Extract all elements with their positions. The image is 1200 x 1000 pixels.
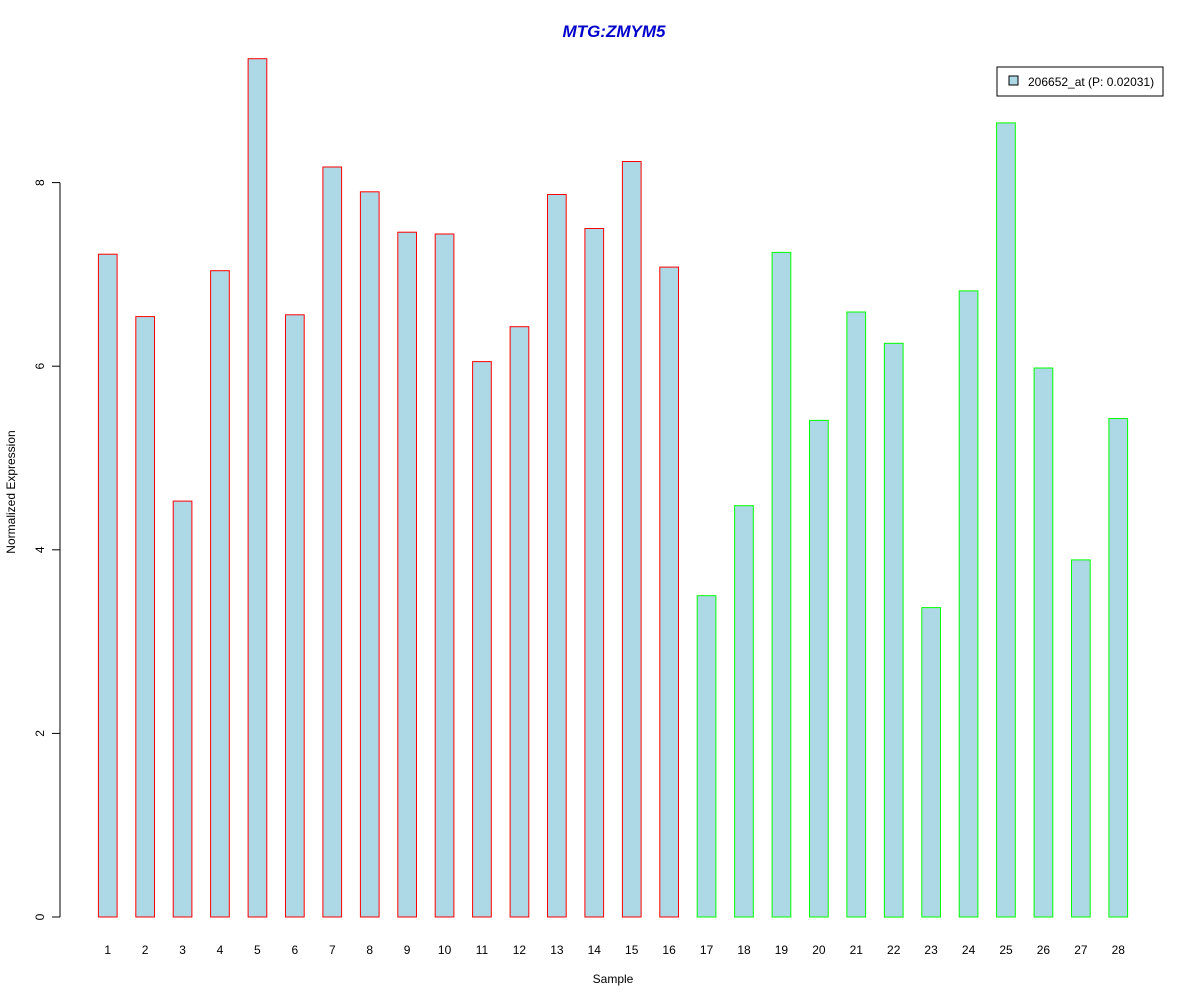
bar-sample-18 [734,505,754,918]
x-tick-label: 25 [999,943,1013,957]
legend-entry-label: 206652_at (P: 0.02031) [1028,75,1154,89]
bar-sample-13 [547,194,567,918]
x-tick-label: 3 [179,943,186,957]
bar-sample-8 [359,191,380,918]
x-axis-label: Sample [593,972,634,986]
bar-sample-11 [472,361,492,918]
x-tick-label: 11 [476,943,489,957]
bar-sample-24 [958,290,979,918]
bar-sample-22 [883,342,904,918]
y-axis: 0 2 4 6 8 [33,179,61,920]
bar-sample-19 [771,251,792,918]
bar-sample-6 [285,314,305,918]
bar-sample-25 [996,122,1016,918]
bar-sample-16 [659,266,679,918]
x-tick-label: 18 [737,943,751,957]
bar-sample-17 [696,595,717,918]
x-tick-label: 15 [625,943,639,957]
y-axis-label: Normalized Expression [4,430,18,553]
x-tick-label: 19 [775,943,789,957]
y-tick-label: 8 [33,179,47,186]
x-tick-label: 2 [142,943,149,957]
bar-sample-20 [809,419,829,918]
x-tick-label: 16 [662,943,676,957]
bar-sample-3 [172,500,193,918]
bar-sample-23 [921,607,941,918]
x-tick-label: 28 [1112,943,1126,957]
bar-sample-15 [621,161,642,918]
x-tick-label: 24 [962,943,976,957]
bars-group [97,58,1129,918]
x-tick-label: 7 [329,943,336,957]
bar-sample-28 [1108,418,1129,918]
legend: 206652_at (P: 0.02031) [996,66,1164,97]
x-tick-label: 13 [550,943,564,957]
bar-sample-12 [509,326,530,918]
chart-title: MTG:ZMYM5 [563,22,666,41]
bar-sample-26 [1033,367,1054,918]
x-tick-label: 8 [366,943,373,957]
bar-sample-9 [397,231,417,918]
x-tick-label: 10 [438,943,452,957]
bar-sample-7 [322,166,343,918]
x-tick-label: 12 [513,943,527,957]
y-tick-label: 2 [33,730,47,737]
x-tick-label: 22 [887,943,901,957]
y-tick-label: 0 [33,913,47,920]
x-tick-label: 4 [217,943,224,957]
bar-sample-21 [846,311,867,918]
x-tick-label: 6 [292,943,299,957]
x-tick-label: 20 [812,943,826,957]
bar-sample-14 [584,228,605,918]
x-tick-label: 17 [700,943,714,957]
y-tick-label: 4 [33,546,47,553]
x-tick-label: 9 [404,943,411,957]
x-tick-labels: 1 2 3 4 5 6 7 8 9 10 11 12 13 14 15 16 17 18 19 20 21 22 23 24 2… [104,943,1125,957]
x-tick-label: 27 [1074,943,1088,957]
x-tick-label: 23 [924,943,938,957]
bar-sample-4 [210,270,230,918]
bar-sample-2 [135,316,156,918]
bar-sample-1 [97,253,118,918]
x-tick-label: 5 [254,943,261,957]
x-tick-label: 14 [588,943,602,957]
x-tick-label: 26 [1037,943,1051,957]
bar-sample-10 [434,233,455,918]
x-tick-label: 21 [850,943,864,957]
x-tick-label: 1 [104,943,111,957]
legend-swatch [1008,75,1019,86]
bar-sample-27 [1071,559,1091,918]
legend-box [996,66,1164,97]
y-tick-label: 6 [33,363,47,370]
bar-sample-5 [247,58,268,918]
